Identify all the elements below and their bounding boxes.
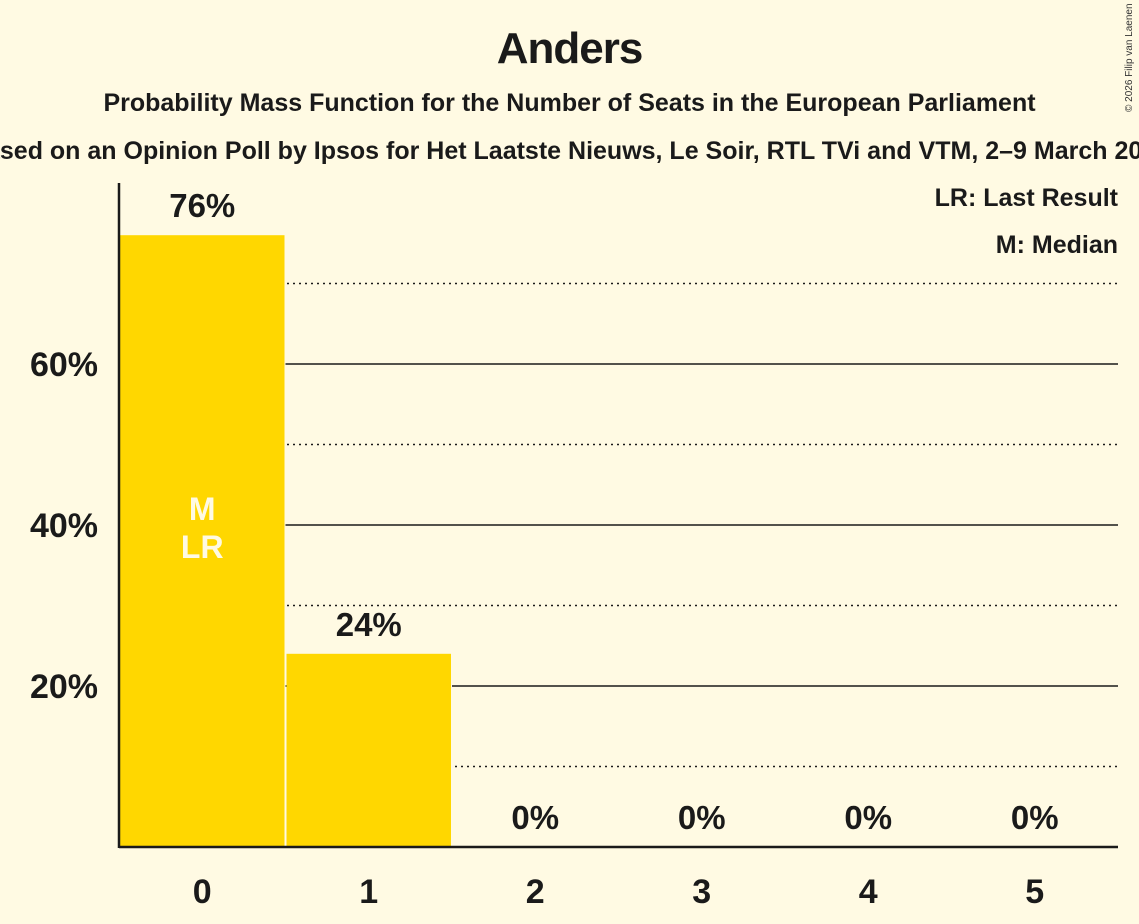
x-tick-label: 4 xyxy=(859,873,878,911)
chart-title: Anders xyxy=(496,24,644,73)
x-tick-label: 5 xyxy=(1025,873,1044,911)
legend-last-result: LR: Last Result xyxy=(934,184,1118,212)
x-tick-label: 3 xyxy=(692,873,711,911)
legend-median: M: Median xyxy=(995,231,1118,259)
x-tick-label: 1 xyxy=(359,873,378,911)
bar-value-label: 0% xyxy=(511,799,559,836)
x-tick-label: 0 xyxy=(193,873,212,911)
bar-0 xyxy=(120,235,285,847)
y-tick-label: 40% xyxy=(30,507,98,545)
chart-subtitle: Probability Mass Function for the Number… xyxy=(103,89,1036,117)
bar-annotation: LR xyxy=(181,529,224,565)
bar-value-label: 0% xyxy=(844,799,892,836)
bar-value-label: 24% xyxy=(336,606,402,643)
y-tick-label: 60% xyxy=(30,346,98,384)
bar-annotation: M xyxy=(189,491,216,527)
x-tick-label: 2 xyxy=(526,873,545,911)
chart-source: Based on an Opinion Poll by Ipsos for He… xyxy=(0,137,1139,165)
y-tick-label: 20% xyxy=(30,668,98,706)
bar-value-label: 0% xyxy=(1011,799,1059,836)
bar-value-label: 76% xyxy=(169,187,235,224)
bar-value-label: 0% xyxy=(678,799,726,836)
bar-1 xyxy=(286,653,451,847)
